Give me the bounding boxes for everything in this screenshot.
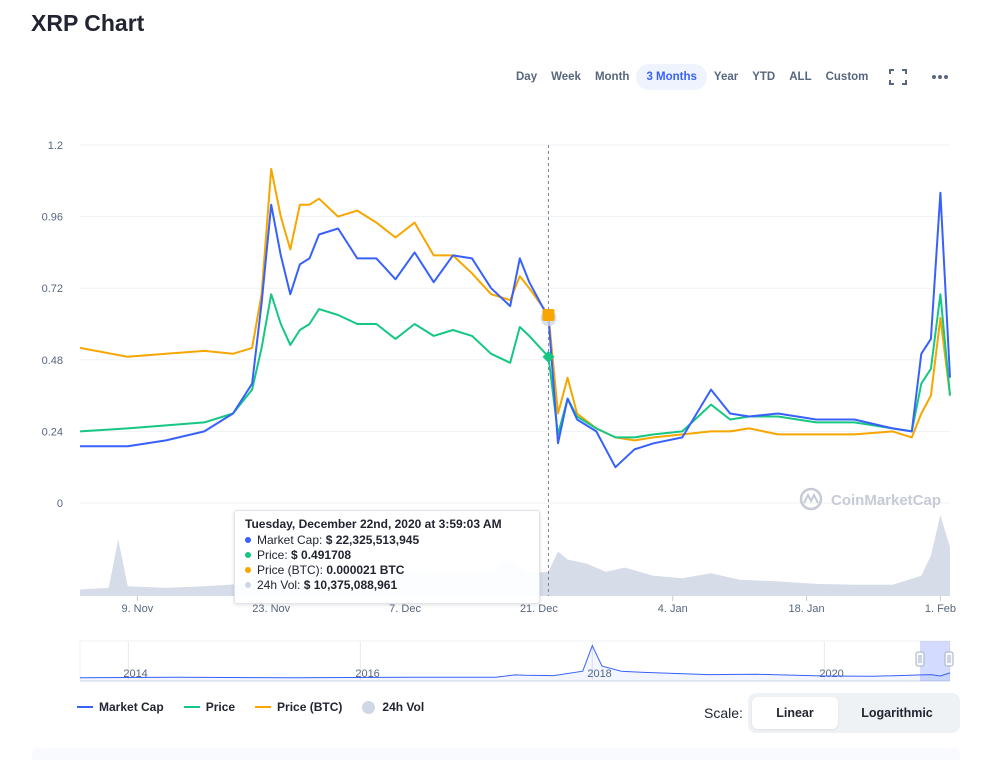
coinmarketcap-logo-icon [799,487,823,511]
tooltip-value: $ 22,325,513,945 [325,533,420,547]
navigator-year-label: 2020 [819,668,843,680]
fullscreen-icon [889,69,907,85]
legend-label: 24h Vol [382,700,425,714]
tooltip-value: $ 10,375,088,961 [303,578,398,592]
crosshair [540,145,557,596]
tooltip-row-market-cap: Market Cap: $ 22,325,513,945 [245,533,529,548]
legend-24h-vol[interactable]: 24h Vol [362,700,424,714]
y-tick-label: 0.24 [42,426,63,438]
range-year[interactable]: Year [713,71,739,83]
volume-dot-icon [245,581,251,588]
legend-label: Price (BTC) [277,700,343,714]
market-cap-dot-icon [245,536,251,543]
navigator-line [79,644,951,679]
page-title: XRP Chart [31,10,145,36]
tooltip-value: 0.000021 BTC [326,563,405,577]
y-tick-label: 0 [57,498,63,510]
x-tick-label: 4. Jan [658,603,688,615]
series-line-price-btc [79,167,951,442]
x-tick-label: 7. Dec [389,603,421,615]
tooltip-label: 24h Vol: [257,578,301,592]
scale-label: Scale: [704,705,743,721]
y-tick-label: 0.96 [42,212,63,224]
legend-label: Price [205,700,236,714]
watermark-text: CoinMarketCap [831,492,941,509]
range-all[interactable]: ALL [789,71,812,83]
navigator-handle[interactable] [944,651,954,667]
navigator-handle[interactable] [915,651,925,667]
more-options-button[interactable] [929,64,951,90]
time-range-tabs: Day Week Month 3 Months Year YTD ALL Cus… [509,64,875,90]
x-tick-label: 9. Nov [121,603,153,615]
bottom-panel-edge [32,748,960,760]
navigator-background [79,640,951,682]
range-month[interactable]: Month [594,71,630,83]
scale-logarithmic-button[interactable]: Logarithmic [861,706,933,720]
price-marker [542,350,555,363]
y-tick-label: 1.2 [48,140,63,152]
price-line-icon [183,706,200,708]
scale-toggle: Linear Logarithmic [748,693,960,733]
tooltip-label: Market Cap: [257,533,323,547]
price-btc-dot-icon [245,566,251,573]
coinmarketcap-watermark: CoinMarketCap [799,487,941,511]
range-3-months[interactable]: 3 Months [636,64,707,90]
tooltip-value: $ 0.491708 [291,548,352,562]
tooltip-label: Price: [257,548,288,562]
tooltip-row-price-btc: Price (BTC): 0.000021 BTC [245,563,529,578]
legend-label: Market Cap [99,700,164,714]
price-btc-line-icon [255,706,272,708]
tooltip-date: Tuesday, December 22nd, 2020 at 3:59:03 … [245,517,502,531]
range-navigator[interactable]: 2014 2016 2018 2020 [79,640,954,682]
series-line-price [79,293,951,439]
legend-price-btc[interactable]: Price (BTC) [255,700,342,714]
x-tick-label: 21. Dec [520,603,558,615]
volume-circle-icon [362,700,376,714]
chart-legend: Market Cap Price Price (BTC) 24h Vol [77,700,444,714]
range-ytd[interactable]: YTD [752,71,776,83]
price-dot-icon [245,551,251,558]
range-week[interactable]: Week [551,71,581,83]
tooltip-row-volume: 24h Vol: $ 10,375,088,961 [245,578,529,593]
price-btc-marker [542,309,555,322]
x-axis-ticks: 9. Nov 23. Nov 7. Dec 21. Dec 4. Jan 18. Jan 1… [121,596,956,615]
range-day[interactable]: Day [516,71,538,83]
more-horizontal-icon [932,75,948,79]
tooltip-label: Price (BTC): [257,563,323,577]
range-custom[interactable]: Custom [825,71,869,83]
chart-tooltip: Tuesday, December 22nd, 2020 at 3:59:03 … [234,510,540,604]
legend-market-cap[interactable]: Market Cap [77,700,164,714]
series-line-market-cap [80,191,951,469]
navigator-year-label: 2018 [587,668,611,680]
y-tick-label: 0.72 [42,283,63,295]
price-lines [79,167,951,469]
tooltip-row-price: Price: $ 0.491708 [245,548,529,563]
chart-gridlines [80,144,950,504]
market-cap-line-icon [77,706,93,708]
x-tick-label: 18. Jan [789,603,825,615]
x-tick-label: 1. Feb [925,603,956,615]
y-axis-ticks: 1.2 0.96 0.72 0.48 0.24 0 [42,140,63,510]
y-tick-label: 0.48 [42,355,63,367]
scale-linear-button[interactable]: Linear [752,697,838,729]
x-tick-label: 23. Nov [252,603,290,615]
fullscreen-button[interactable] [887,64,909,90]
legend-price[interactable]: Price [183,700,236,714]
